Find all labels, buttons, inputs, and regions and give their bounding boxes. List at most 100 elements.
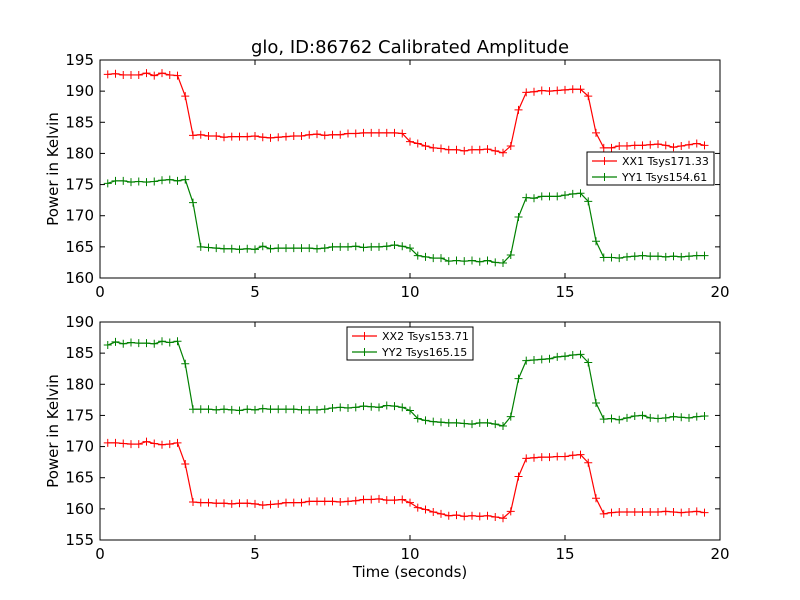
- data-point: [313, 130, 321, 139]
- data-point: [235, 245, 244, 254]
- data-point: [506, 141, 515, 150]
- data-point: [134, 339, 143, 348]
- data-point: [537, 192, 546, 201]
- series-2: [103, 175, 709, 268]
- data-point: [258, 501, 267, 510]
- data-point: [196, 242, 205, 251]
- data-point: [165, 440, 174, 449]
- data-point: [103, 341, 112, 350]
- data-point: [499, 422, 507, 431]
- data-point: [468, 256, 476, 265]
- data-point: [545, 354, 554, 363]
- data-point: [103, 179, 112, 188]
- data-point: [522, 454, 531, 463]
- data-point: [654, 414, 662, 423]
- data-point: [638, 411, 647, 420]
- legend-marker: [360, 332, 369, 340]
- data-point: [483, 418, 492, 427]
- data-point: [677, 508, 686, 517]
- data-point: [258, 242, 267, 251]
- data-point: [189, 131, 197, 140]
- y-tick-label: 170: [65, 207, 94, 225]
- data-point: [204, 498, 213, 507]
- data-point: [181, 359, 190, 368]
- x-tick-label: 5: [250, 283, 260, 301]
- data-point: [499, 148, 507, 157]
- data-point: [677, 413, 686, 422]
- series-2: [103, 337, 709, 431]
- data-point: [227, 499, 236, 508]
- data-point: [468, 511, 476, 520]
- data-point: [413, 414, 422, 423]
- data-point: [158, 176, 166, 185]
- data-point: [452, 511, 461, 520]
- data-point: [274, 133, 283, 142]
- data-point: [514, 105, 523, 114]
- data-point: [173, 438, 182, 447]
- data-point: [592, 128, 600, 137]
- data-point: [134, 177, 143, 186]
- data-point: [328, 130, 337, 139]
- data-point: [553, 352, 562, 361]
- data-point: [437, 418, 445, 427]
- data-point: [305, 130, 314, 139]
- data-point: [692, 507, 701, 516]
- data-point: [127, 440, 135, 449]
- data-point: [584, 197, 593, 206]
- data-point: [623, 413, 631, 422]
- data-point: [475, 512, 484, 521]
- data-point: [359, 495, 368, 504]
- data-point: [545, 87, 554, 96]
- y-tick-label: 175: [65, 176, 94, 194]
- data-point: [359, 128, 368, 137]
- data-point: [382, 242, 391, 251]
- data-point: [351, 496, 360, 505]
- data-point: [568, 85, 577, 94]
- data-point: [344, 403, 352, 412]
- data-point: [661, 252, 670, 261]
- legend-entry: XX1 Tsys171.33: [622, 155, 709, 168]
- y-tick-label: 175: [65, 406, 94, 424]
- data-point: [700, 141, 709, 150]
- data-point: [646, 140, 655, 149]
- data-point: [444, 145, 453, 154]
- data-point: [530, 194, 538, 203]
- data-point: [220, 244, 228, 253]
- data-point: [375, 494, 383, 503]
- data-point: [483, 511, 492, 520]
- data-point: [251, 245, 259, 254]
- data-point: [142, 339, 151, 348]
- data-point: [220, 499, 228, 508]
- data-point: [196, 130, 205, 139]
- data-point: [584, 358, 593, 367]
- x-tick-label: 15: [555, 283, 574, 301]
- data-point: [282, 405, 290, 414]
- data-point: [677, 141, 686, 150]
- data-point: [638, 141, 647, 150]
- data-point: [189, 198, 197, 207]
- data-point: [289, 244, 298, 253]
- data-point: [189, 498, 197, 507]
- data-point: [460, 419, 469, 428]
- data-point: [266, 500, 275, 509]
- data-point: [568, 189, 577, 198]
- data-point: [375, 403, 383, 412]
- data-point: [173, 337, 182, 346]
- data-point: [158, 440, 166, 449]
- data-point: [491, 420, 500, 429]
- data-point: [444, 511, 453, 520]
- data-point: [576, 85, 585, 94]
- data-point: [305, 405, 314, 414]
- data-point: [607, 253, 616, 262]
- data-point: [150, 439, 159, 448]
- data-point: [437, 509, 445, 518]
- data-point: [685, 252, 693, 261]
- data-point: [390, 402, 399, 411]
- data-point: [111, 176, 120, 185]
- data-point: [119, 176, 128, 185]
- y-tick-label: 180: [65, 144, 94, 162]
- data-point: [530, 355, 538, 364]
- data-point: [700, 508, 709, 517]
- x-tick-label: 15: [555, 545, 574, 563]
- data-point: [700, 412, 709, 421]
